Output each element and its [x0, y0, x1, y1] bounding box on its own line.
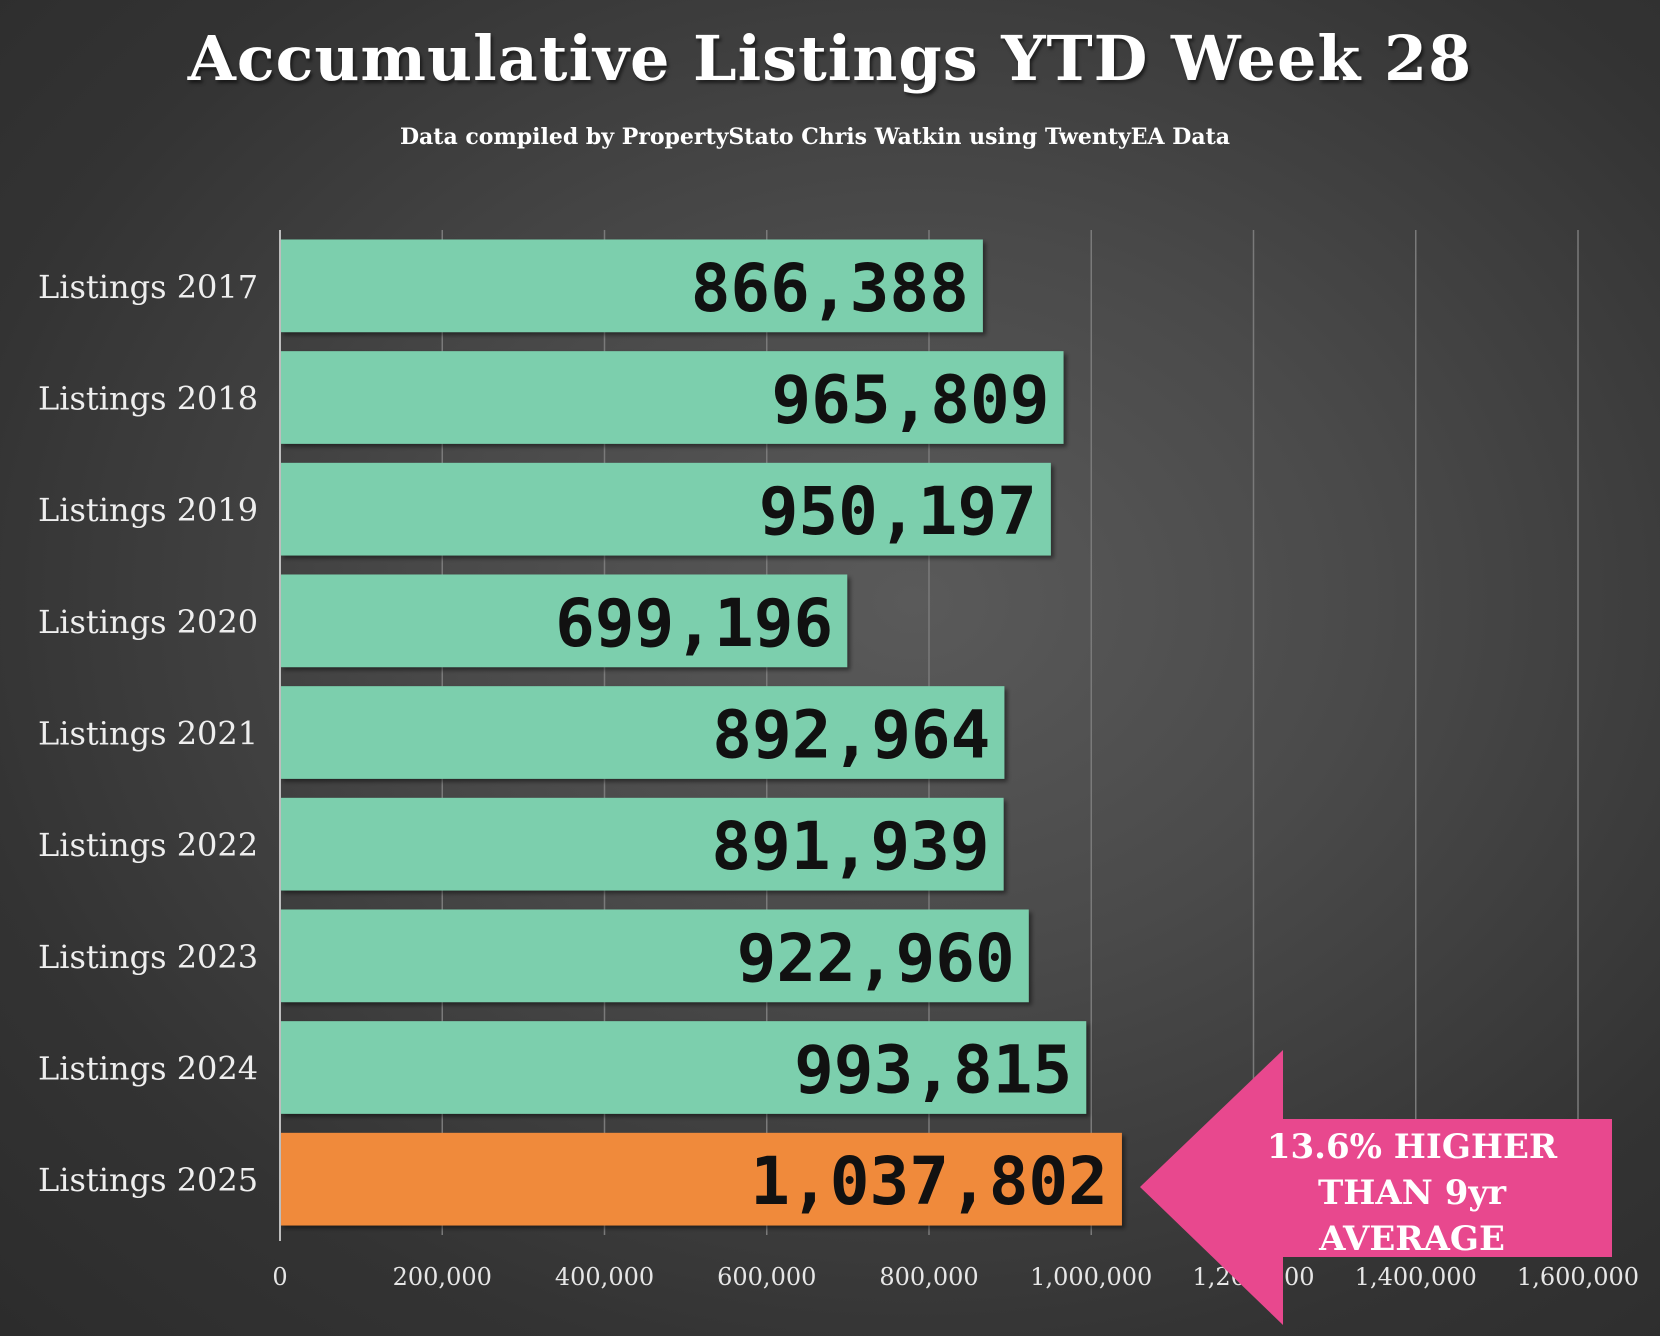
x-tick-label: 400,000	[555, 1263, 654, 1291]
bar	[280, 686, 1005, 779]
data-label: 950,197	[759, 473, 1037, 550]
data-label: 1,037,802	[750, 1143, 1108, 1220]
bars	[280, 239, 1122, 1226]
category-label: Listings 2021	[38, 715, 258, 753]
data-label: 922,960	[737, 920, 1015, 997]
category-label: Listings 2018	[38, 380, 258, 418]
bar	[280, 1021, 1087, 1114]
data-label: 892,964	[712, 697, 990, 774]
data-label: 699,196	[555, 585, 833, 662]
category-label: Listings 2022	[38, 826, 258, 864]
data-labels: 866,388 965,809 950,197 699,196 892,964 891,9…	[555, 250, 1108, 1220]
callout-arrow-shape	[1140, 1050, 1612, 1325]
category-label: Listings 2023	[38, 938, 258, 976]
category-label: Listings 2019	[38, 491, 258, 529]
chart-title: Accumulative Listings YTD Week 28	[187, 22, 1473, 95]
x-tick-label: 800,000	[879, 1263, 978, 1291]
bar	[280, 797, 1004, 891]
x-tick-label: 200,000	[393, 1263, 492, 1291]
axes: 0 200,000 400,000 600,000 800,000 1,000,000 1,…	[38, 230, 1639, 1291]
x-tick-label: 1,000,000	[1030, 1263, 1152, 1291]
bar	[280, 909, 1029, 1003]
x-tick-label: 0	[272, 1263, 287, 1291]
bar	[280, 351, 1064, 444]
data-label: 891,939	[711, 808, 989, 885]
callout-text: 13.6% HIGHER THAN 9yr AVERAGE	[1266, 1127, 1558, 1259]
bar	[280, 462, 1051, 556]
data-label: 866,388	[691, 250, 969, 327]
x-tick-label: 1,400,000	[1355, 1263, 1477, 1291]
category-label: Listings 2020	[38, 603, 258, 641]
category-label: Listings 2024	[38, 1050, 258, 1088]
bar	[280, 239, 983, 333]
x-tick-label: 600,000	[717, 1263, 816, 1291]
data-label: 993,815	[794, 1032, 1072, 1109]
bar	[280, 1132, 1122, 1226]
data-label: 965,809	[771, 362, 1049, 439]
category-label: Listings 2025	[38, 1161, 258, 1199]
chart-subtitle: Data compiled by PropertyStato Chris Wat…	[399, 124, 1231, 150]
x-tick-label: 1,600,000	[1517, 1263, 1639, 1291]
category-label: Listings 2017	[38, 268, 258, 306]
bar	[280, 574, 848, 668]
